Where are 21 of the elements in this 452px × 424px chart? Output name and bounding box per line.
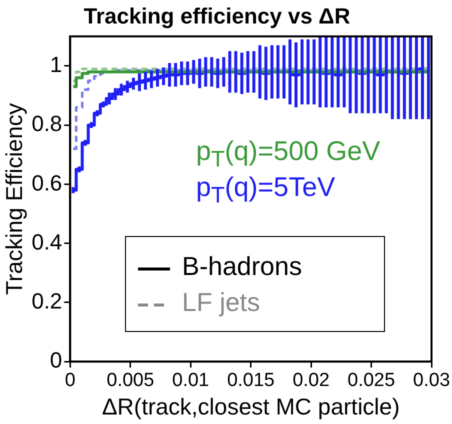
x-tick-label: 0.02 xyxy=(292,370,330,392)
x-tick-label: 0.03 xyxy=(413,370,450,392)
x-tick-label: 0.015 xyxy=(227,370,275,392)
y-tick-label: 0.6 xyxy=(32,170,62,196)
y-tick-label: 1 xyxy=(50,52,62,78)
y-tick-label: 0 xyxy=(50,348,62,373)
annotation: B-hadrons xyxy=(182,251,302,282)
y-tick-label: 0.4 xyxy=(32,229,62,254)
x-tick-label: 0.025 xyxy=(348,370,396,392)
y-tick-label: 0.8 xyxy=(32,111,62,136)
chart-title: Tracking efficiency vs ΔR xyxy=(84,3,350,28)
annotation: p$_{T}$(q)=500 GeV xyxy=(196,136,380,172)
x-tick-label: 0.005 xyxy=(106,370,154,392)
annotation: p$_{T}$(q)=5TeV xyxy=(196,172,336,208)
annotation: LF jets xyxy=(182,287,260,318)
x-axis-title: ΔR(track,closest MC particle) xyxy=(102,394,400,420)
x-tick-label: 0 xyxy=(64,370,76,392)
y-tick-label: 0.2 xyxy=(32,288,62,314)
y-axis-title: Tracking Efficiency xyxy=(1,102,28,295)
legend-box: B-hadrons LF jets xyxy=(125,236,385,332)
x-tick-label: 0.01 xyxy=(172,370,210,392)
